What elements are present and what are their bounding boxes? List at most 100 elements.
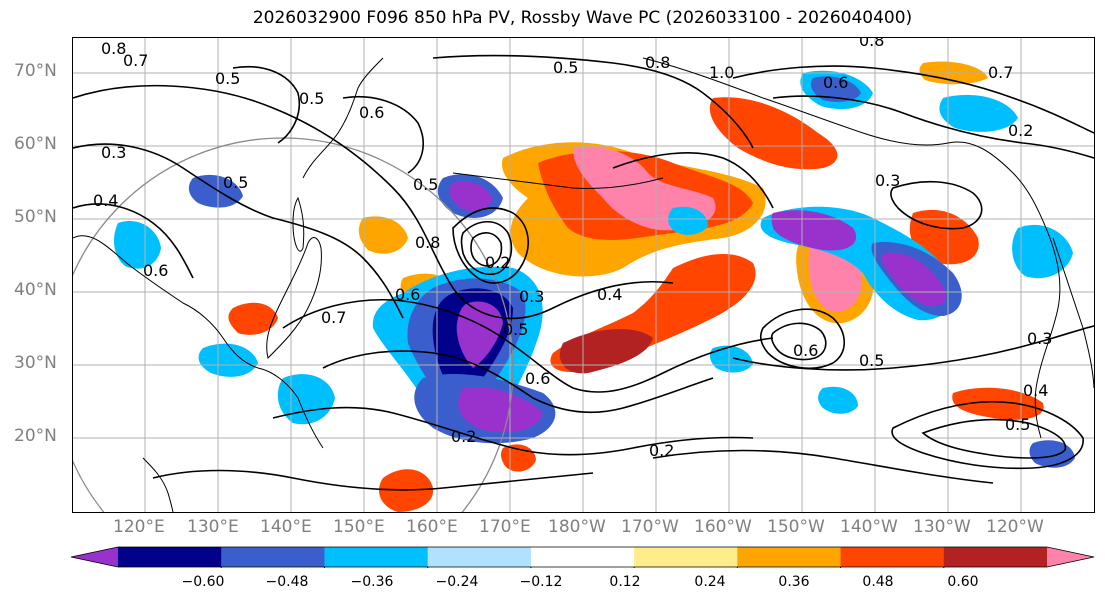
- contour-label: 0.8: [101, 39, 126, 58]
- negative-anomaly: [939, 94, 1018, 132]
- map-canvas: 0.8 0.7 0.5 0.8 0.6 0.5 0.6 0.8 1.0 0.6 …: [73, 38, 1094, 512]
- contour-label: 0.6: [359, 103, 384, 122]
- colorbar-segment: [221, 547, 325, 567]
- colorbar-tick-label: 0.48: [862, 574, 894, 590]
- contour-line: [452, 207, 529, 284]
- lon-label: 170°W: [621, 517, 679, 537]
- lon-label: 130°W: [913, 517, 971, 537]
- contour-label: 0.8: [415, 233, 440, 252]
- contour-label: 0.3: [1027, 329, 1052, 348]
- map-title: 2026032900 F096 850 hPa PV, Rossby Wave …: [252, 8, 913, 28]
- lat-label: 30°N: [14, 353, 57, 373]
- contour-line: [732, 65, 1094, 134]
- contour-label: 0.5: [553, 58, 578, 77]
- contour-line: [73, 143, 404, 319]
- colorbar-tick-label: −0.48: [265, 574, 309, 590]
- contour-line: [891, 400, 1084, 470]
- contour-line: [322, 350, 714, 414]
- contour-line: [432, 54, 754, 149]
- contour-label: 0.2: [1008, 121, 1033, 140]
- colorbar-tick-label: 0.24: [694, 574, 726, 590]
- negative-anomaly: [113, 220, 161, 269]
- lon-label: 140°W: [840, 517, 898, 537]
- contour-label: 0.3: [101, 143, 126, 162]
- contour-line: [73, 203, 194, 279]
- lat-label: 20°N: [14, 426, 57, 446]
- lat-label: 50°N: [14, 207, 57, 227]
- coastline-kamchatka: [302, 57, 384, 179]
- coastline-sakhalin: [292, 196, 305, 252]
- colorbar-tick-label: −0.36: [350, 574, 394, 590]
- contour-line: [342, 95, 424, 174]
- contour-label: 0.5: [503, 320, 528, 339]
- lon-label: 130°E: [187, 517, 239, 537]
- contour-label: 0.6: [143, 261, 168, 280]
- negative-anomaly: [449, 181, 493, 212]
- negative-anomaly: [811, 76, 861, 102]
- graticule: [73, 38, 1094, 512]
- contour-line: [612, 152, 774, 209]
- lon-label: 150°E: [333, 517, 385, 537]
- contour-label: 0.4: [597, 285, 622, 304]
- lat-label: 40°N: [14, 280, 57, 300]
- contour-line: [272, 406, 754, 456]
- contour-label: 0.6: [525, 369, 550, 388]
- contour-line: [460, 220, 513, 275]
- contour-line: [759, 308, 846, 369]
- contour-label: 0.5: [413, 175, 438, 194]
- contour-line: [770, 322, 827, 361]
- negative-anomaly: [1029, 440, 1075, 468]
- positive-anomaly: [228, 302, 278, 335]
- positive-anomaly: [559, 328, 653, 374]
- lon-label: 160°E: [406, 517, 458, 537]
- contour-line: [73, 84, 674, 320]
- negative-anomaly: [456, 301, 503, 368]
- contour-label: 0.2: [649, 441, 674, 460]
- contour-label: 0.6: [395, 285, 420, 304]
- colorbar-segment: [634, 547, 738, 567]
- contour-line: [470, 232, 503, 267]
- lon-label: 170°E: [479, 517, 531, 537]
- coastline-japan: [266, 237, 322, 359]
- coastlines: [73, 57, 1094, 512]
- contour-label: 0.6: [793, 341, 818, 360]
- negative-anomaly: [709, 345, 753, 373]
- negative-anomaly: [881, 252, 947, 307]
- colorbar-outline: [70, 546, 71, 547]
- negative-anomaly: [188, 174, 243, 208]
- contour-line: [232, 66, 300, 144]
- lon-label: 120°W: [986, 517, 1044, 537]
- colorbar-tick-label: −0.24: [435, 574, 479, 590]
- negative-anomaly: [818, 386, 858, 414]
- colorbar-segment: [427, 547, 532, 567]
- colorbar-tick-label: 0.36: [778, 574, 810, 590]
- coastline-philippines: [142, 457, 174, 512]
- contour-label: 0.5: [215, 69, 240, 88]
- negative-anomaly: [668, 206, 708, 235]
- contour-line: [652, 449, 994, 484]
- contour-labels: 0.8 0.7 0.5 0.8 0.6 0.5 0.6 0.8 1.0 0.6 …: [93, 38, 1052, 460]
- contour-line: [282, 298, 774, 393]
- contour-line: [732, 325, 1094, 371]
- contour-line: [152, 469, 594, 491]
- colorbar-tick-label: 0.60: [947, 574, 979, 590]
- contour-label: 0.4: [93, 191, 118, 210]
- contour-label: 0.7: [123, 51, 148, 70]
- colorbar-segment: [737, 547, 842, 567]
- lat-label: 70°N: [14, 61, 57, 81]
- colorbar-segment: [840, 547, 945, 567]
- contour-label: 0.2: [451, 427, 476, 446]
- contour-line: [890, 180, 983, 230]
- lat-label: 60°N: [14, 134, 57, 154]
- lon-label: 160°W: [694, 517, 752, 537]
- contour-label: 1.0: [709, 63, 734, 82]
- colorbar-extend-low: [71, 547, 118, 567]
- negative-anomaly: [458, 387, 543, 433]
- positive-anomaly: [709, 97, 838, 170]
- contour-label: 0.7: [321, 308, 346, 327]
- colorbar-tick-label: 0.12: [609, 574, 641, 590]
- contour-label: 0.5: [223, 173, 248, 192]
- map-panel: 0.8 0.7 0.5 0.8 0.6 0.5 0.6 0.8 1.0 0.6 …: [72, 37, 1095, 513]
- contour-label: 0.6: [823, 73, 848, 92]
- contour-label: 0.3: [875, 171, 900, 190]
